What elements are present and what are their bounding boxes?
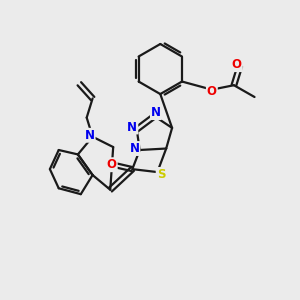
- Text: N: N: [85, 129, 94, 142]
- Text: O: O: [232, 58, 242, 71]
- Text: S: S: [157, 168, 165, 181]
- Text: N: N: [127, 121, 137, 134]
- Text: N: N: [129, 142, 140, 155]
- Text: N: N: [151, 106, 161, 119]
- Text: O: O: [107, 158, 117, 171]
- Text: O: O: [207, 85, 217, 98]
